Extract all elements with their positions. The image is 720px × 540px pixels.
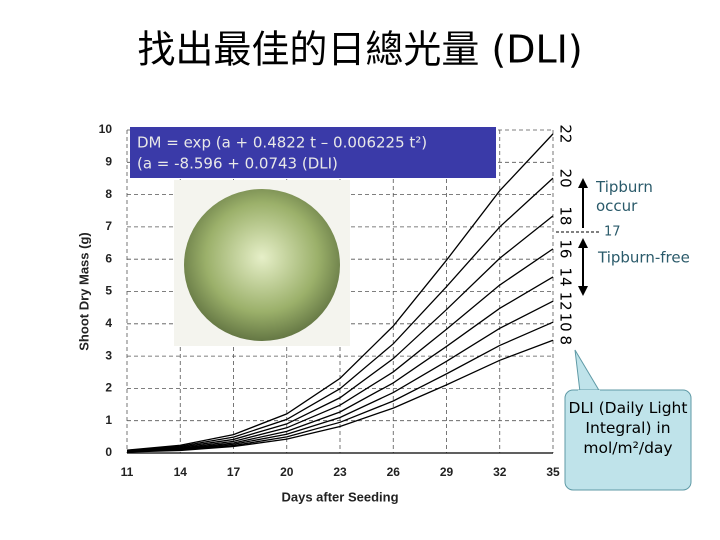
y-tick-label: 3 [105,348,112,362]
y-tick-label: 7 [105,219,112,233]
series-label: 14 [557,267,575,286]
line [126,133,554,451]
callout-pointer [574,349,601,393]
y-tick-label: 6 [105,251,112,265]
arrowhead [578,178,588,188]
y-tick-label: 4 [105,316,112,330]
line [126,339,554,453]
y-tick-label: 8 [105,187,112,201]
formula-box [130,127,496,178]
y-tick-label: 5 [105,284,112,298]
lettuce-photo [174,180,350,346]
x-tick-label: 29 [440,465,454,479]
line [126,321,554,453]
line [126,215,554,452]
series-label: 10 [557,313,575,332]
formula: DM = exp (a + 0.4822 t – 0.006225 t²) [137,134,427,152]
lettuce [184,189,340,341]
series-label: 18 [557,206,575,225]
series-label: 8 [557,335,575,345]
line [126,177,554,452]
y-axis-title: Shoot Dry Mass (g) [76,232,91,350]
callout-text: DLI (Daily Light Integral) in mol/m²/day [568,399,688,457]
y-tick-label: 0 [105,445,112,459]
line [126,276,554,453]
y-tick-label: 10 [99,122,113,136]
x-axis-title: Days after Seeding [281,489,398,504]
x-tick-label: 20 [280,465,294,479]
series-label: 16 [557,239,575,258]
callout: DLI (Daily Light Integral) in mol/m²/day [568,399,688,457]
curves [126,133,554,453]
series-label: 20 [557,169,575,188]
threshold-label: 17 [604,225,621,240]
x-tick-label: 11 [121,465,134,479]
tipburn-occur-text: Tipburn occur [596,178,653,215]
series-label: 22 [557,124,575,143]
chart-title: 找出最佳的日總光量 (DLI) [137,28,582,72]
x-tick-label: 32 [493,465,507,479]
x-tick-label: 17 [227,465,241,479]
x-tick-label: 23 [333,465,347,479]
x-tick-label: 35 [546,465,560,479]
x-tick-label: 26 [387,465,401,479]
y-tick-label: 1 [105,413,112,427]
formula: (a = -8.596 + 0.0743 (DLI) [137,155,338,173]
line [126,248,554,452]
callout-box [564,389,692,491]
series-label: 12 [557,292,575,311]
y-tick-label: 2 [105,381,112,395]
x-tick-label: 14 [174,465,188,479]
tipburn-free: Tipburn-free [597,249,690,267]
tipburn-occur: Tipburn occur [596,178,653,215]
y-tick-label: 9 [105,154,112,168]
